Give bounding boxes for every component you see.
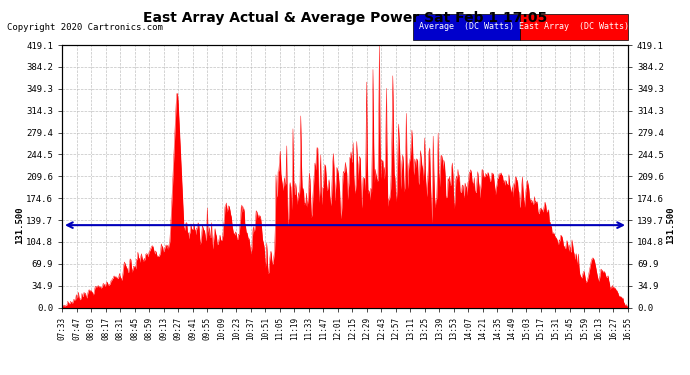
- Text: Average  (DC Watts): Average (DC Watts): [419, 22, 514, 31]
- FancyBboxPatch shape: [413, 13, 520, 40]
- Text: East Array  (DC Watts): East Array (DC Watts): [519, 22, 629, 31]
- Text: East Array Actual & Average Power Sat Feb 1 17:05: East Array Actual & Average Power Sat Fe…: [143, 11, 547, 25]
- Text: Copyright 2020 Cartronics.com: Copyright 2020 Cartronics.com: [7, 23, 163, 32]
- Text: 131.500: 131.500: [15, 206, 24, 244]
- Text: 131.500: 131.500: [666, 206, 675, 244]
- FancyBboxPatch shape: [520, 13, 628, 40]
